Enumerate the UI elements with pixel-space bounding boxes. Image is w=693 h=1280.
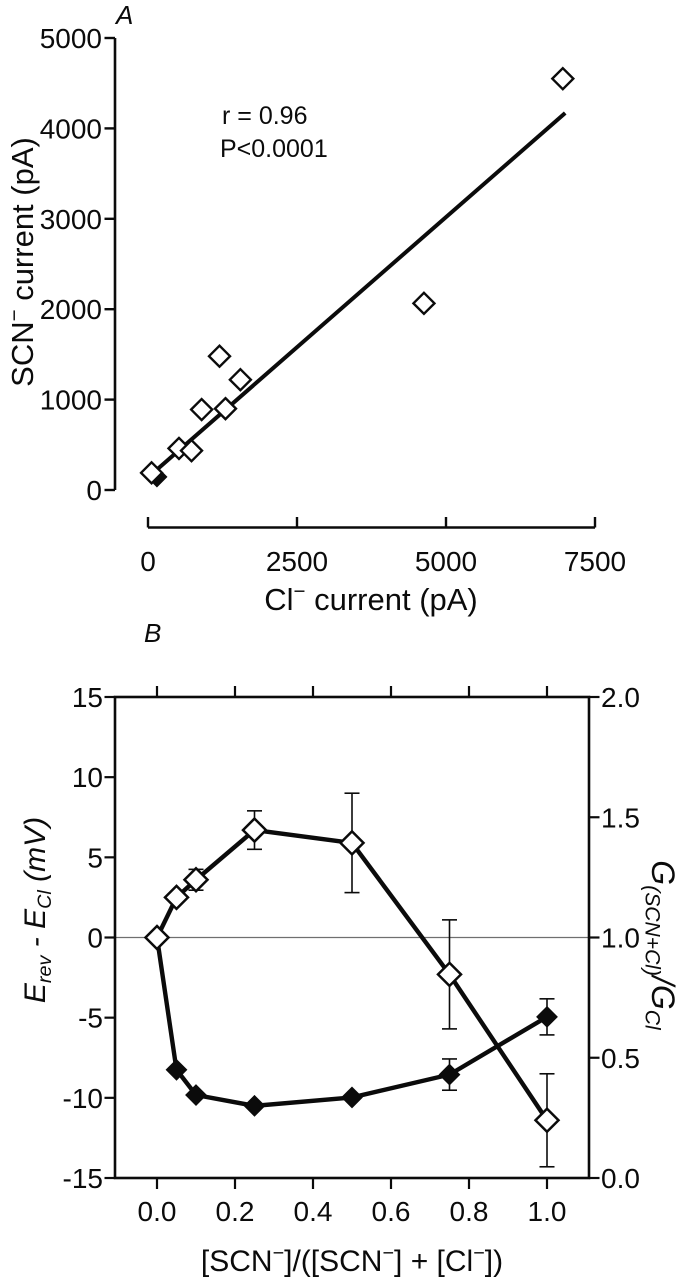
panel-a-annotation-p: P<0.0001 xyxy=(220,135,328,163)
panel-b-left-axis-title-segment: - xyxy=(19,929,52,956)
panel-b-right-tick-label: 0.5 xyxy=(601,1043,640,1074)
panel-b-x-axis-title-segment: ]/([SCN xyxy=(284,1245,382,1278)
panel-b-x-axis-title-segment: − xyxy=(473,1243,485,1265)
panel-b-right-axis-title-segment: (SCN+Cl) xyxy=(641,885,664,976)
panel-b-right-tick-label: 0.0 xyxy=(601,1163,640,1194)
panel-b-left-tick-label: -10 xyxy=(63,1083,103,1114)
panel-a-y-axis-title-segment: current (pA) xyxy=(5,137,40,309)
panel-b-x-axis-title-segment: ]) xyxy=(485,1245,503,1278)
data-point-filled-diamond xyxy=(243,1094,266,1117)
panel-b-left-axis-title-segment: ) xyxy=(19,817,52,830)
panel-b-x-tick-label: 0.8 xyxy=(450,1196,489,1227)
data-point-open-diamond xyxy=(411,291,437,316)
panel-b-x-axis-title-segment: − xyxy=(273,1243,285,1265)
panel-b-x-tick-label: 0.4 xyxy=(294,1196,333,1227)
data-point-open-diamond xyxy=(139,460,164,486)
panel-a-x-axis-title-segment: − xyxy=(294,580,306,603)
panel-a-x-axis-title-segment: Cl xyxy=(264,582,293,617)
panel-b-left-tick-label: 0 xyxy=(87,923,103,954)
panel-a-y-axis-title-segment: − xyxy=(3,309,26,321)
panel-a-y-tick-label: 4000 xyxy=(40,113,102,144)
panel-a-y-tick-label: 2000 xyxy=(40,294,102,325)
panel-b-right-axis-title-segment: G xyxy=(645,860,681,885)
panel-a-x-axis-title-segment: current (pA) xyxy=(305,582,477,617)
data-point-open-diamond xyxy=(189,397,214,422)
panel-a-x-tick-label: 0 xyxy=(140,546,156,577)
panel-b-x-tick-label: 0.2 xyxy=(216,1196,255,1227)
panel-b-left-axis-title: Erev - ECl (mV) xyxy=(19,817,56,1003)
series-line-gratio xyxy=(154,937,549,1109)
panel-b-left-axis-title-segment: ( xyxy=(19,869,52,890)
panel-b: 0.0 0.2 0.4 0.6 0.8 1.0 15 10 5 0 -5 -10 -15 2.0 1.5 1.… xyxy=(19,682,681,1278)
data-point-open-diamond xyxy=(533,1107,561,1134)
panel-a-y-tick-label: 1000 xyxy=(40,385,102,416)
panel-b-x-axis-title-segment: − xyxy=(382,1243,394,1265)
panel-b-left-tick-label: -5 xyxy=(78,1003,103,1034)
panel-b-x-axis-title: [SCN−]/([SCN−] + [Cl−]) xyxy=(201,1243,503,1278)
panel-a-y-axis-title: SCN− current (pA) xyxy=(3,137,40,387)
panel-a-y-tick-label: 0 xyxy=(86,475,102,506)
data-point-open-diamond xyxy=(182,866,210,894)
data-point-open-diamond xyxy=(213,396,238,421)
panel-a-y-axis-title-segment: SCN xyxy=(5,321,40,386)
data-point-open-diamond xyxy=(207,344,232,369)
data-point-open-diamond xyxy=(163,884,190,911)
data-point-open-diamond xyxy=(550,66,576,91)
panel-b-right-axis-title-segment: Cl xyxy=(641,1010,664,1031)
panel-b-x-tick-label: 1.0 xyxy=(528,1196,567,1227)
data-point-filled-diamond xyxy=(165,1058,188,1081)
data-point-open-diamond xyxy=(338,829,366,857)
panel-a-annotation-r: r = 0.96 xyxy=(222,102,307,130)
panel-b-left-axis-title-segment: E xyxy=(19,908,52,929)
panel-a-x-tick-label: 5000 xyxy=(415,546,477,577)
panel-b-x-axis-title-segment: ] + [Cl xyxy=(394,1245,473,1278)
panel-b-left-axis-title-segment: rev xyxy=(34,954,56,983)
data-point-filled-diamond xyxy=(438,1063,461,1086)
panel-b-x-axis-title-segment: [SCN xyxy=(201,1245,273,1278)
panel-a-y-tick-label: 3000 xyxy=(40,204,102,235)
panel-b-left-tick-label: 5 xyxy=(87,842,103,873)
panel-a-y-tick-label: 5000 xyxy=(40,23,102,54)
panel-b-left-axis-title-segment: E xyxy=(19,982,52,1003)
regression-line xyxy=(146,111,567,479)
panel-b-right-tick-label: 1.5 xyxy=(601,802,640,833)
data-point-open-diamond xyxy=(179,438,204,463)
data-point-open-diamond xyxy=(228,367,253,392)
panel-b-left-tick-label: 10 xyxy=(72,762,103,793)
panel-a-x-axis-title: Cl− current (pA) xyxy=(264,580,478,617)
panel-b-letter: B xyxy=(144,618,161,648)
panel-b-right-axis-title-segment: G xyxy=(645,985,681,1010)
panel-b-right-axis-title-segment: / xyxy=(645,974,681,988)
panel-b-left-tick-label: 15 xyxy=(72,682,103,713)
data-point-filled-diamond xyxy=(341,1086,363,1109)
panel-b-right-tick-label: 1.0 xyxy=(601,923,640,954)
panel-b-left-axis-title-segment: mV xyxy=(19,824,52,872)
panel-a-letter: A xyxy=(114,0,133,30)
panel-b-x-tick-label: 0.0 xyxy=(138,1196,177,1227)
panel-b-left-axis-title-segment: Cl xyxy=(34,890,56,909)
data-point-open-diamond xyxy=(241,816,268,844)
panel-a-x-tick-label: 2500 xyxy=(266,546,328,577)
data-point-filled-diamond xyxy=(536,1005,558,1028)
panel-b-left-tick-label: -15 xyxy=(63,1163,103,1194)
panel-b-x-tick-label: 0.6 xyxy=(372,1196,411,1227)
data-point-open-diamond xyxy=(143,924,171,951)
panel-b-right-tick-label: 2.0 xyxy=(601,682,640,713)
panel-b-right-axis-title: G(SCN+Cl)/GCl xyxy=(641,860,681,1031)
data-point-filled-diamond xyxy=(185,1084,207,1106)
data-point-open-diamond xyxy=(436,961,463,988)
panel-a-x-tick-label: 7500 xyxy=(564,546,626,577)
